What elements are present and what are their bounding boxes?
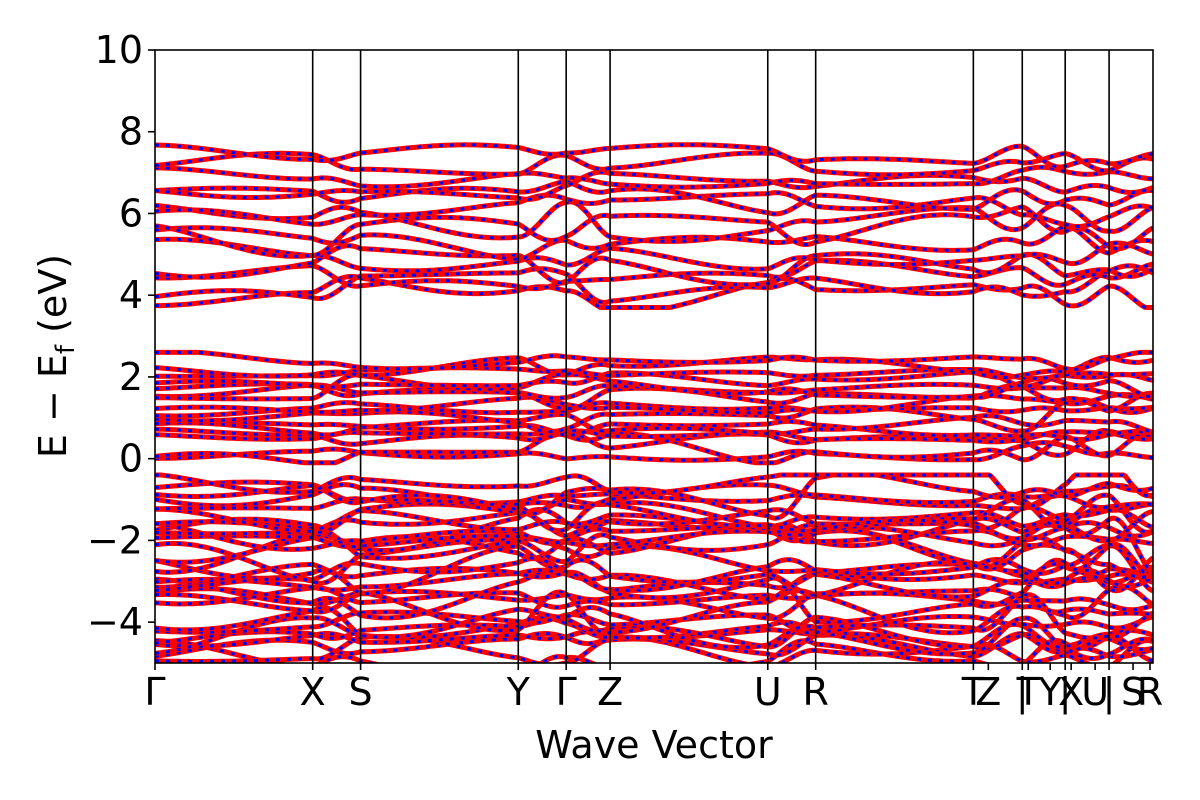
- band-10-blue: [155, 170, 1153, 201]
- band-36-blue: [155, 610, 1153, 635]
- x-tick-label: R: [1137, 670, 1163, 714]
- x-tick-label: Z: [597, 670, 623, 714]
- y-tick-label: −2: [87, 518, 143, 562]
- x-tick-label: Z: [975, 670, 1001, 714]
- band-11-blue: [155, 165, 1153, 189]
- band-44-blue: [155, 543, 1153, 597]
- y-axis-label-main: E − E: [31, 354, 75, 458]
- band-41-blue: [155, 558, 1153, 624]
- band-8-red: [155, 190, 1153, 229]
- band-51-blue: [155, 521, 1153, 551]
- band-48-blue: [155, 523, 1153, 579]
- x-tick-label: S: [1121, 670, 1145, 714]
- band-56-blue: [155, 492, 1153, 511]
- y-tick-label: 2: [119, 355, 143, 399]
- y-tick-label: 6: [119, 191, 143, 235]
- plot-frame: [154, 49, 1154, 664]
- band-53-blue: [155, 508, 1153, 532]
- y-tick-label: 4: [119, 273, 143, 317]
- band-12-blue: [155, 151, 1153, 177]
- x-tick-label: X: [300, 670, 326, 714]
- y-axis-label: E − Ef (eV): [31, 254, 81, 458]
- band-1-blue: [155, 264, 1153, 304]
- band-43-blue: [155, 562, 1153, 592]
- x-tick-label: T: [1016, 670, 1041, 714]
- band-22-blue: [155, 393, 1153, 415]
- x-tick-label: |: [1059, 670, 1072, 715]
- y-tick-label: −4: [87, 600, 143, 644]
- band-18-blue: [155, 419, 1153, 441]
- band-46-blue: [155, 537, 1153, 585]
- x-tick-label: T: [961, 670, 986, 714]
- band-42-blue: [155, 568, 1153, 601]
- x-tick-label: U: [754, 670, 782, 714]
- band-26-blue: [155, 369, 1153, 389]
- band-32-blue: [155, 632, 1153, 663]
- band-0-red: [155, 274, 1153, 310]
- x-tick-label: Y: [1038, 670, 1063, 714]
- band-19-blue: [155, 413, 1153, 437]
- band-59-blue: [155, 473, 1153, 499]
- band-6-red: [155, 204, 1153, 259]
- band-35-blue: [155, 615, 1153, 649]
- band-12-red: [155, 150, 1153, 178]
- x-tick-label: U: [1081, 670, 1109, 714]
- band-14-blue: [155, 441, 1153, 462]
- x-tick-label: X: [1058, 670, 1084, 714]
- x-tick-label: Γ: [144, 670, 165, 714]
- band-27-blue: [155, 366, 1153, 380]
- y-axis-label-subscript: f: [51, 344, 81, 354]
- band-8-blue: [155, 191, 1153, 228]
- y-axis-label-tail: (eV): [31, 254, 75, 345]
- x-tick-label: |: [1016, 670, 1029, 715]
- x-tick-label: R: [802, 670, 828, 714]
- band-45-blue: [155, 544, 1153, 593]
- band-21-blue: [155, 401, 1153, 418]
- y-tick-label: 8: [119, 110, 143, 154]
- band-9-blue: [155, 179, 1153, 216]
- band-3-red: [155, 243, 1153, 288]
- band-2-blue: [155, 258, 1153, 291]
- x-axis-label: Wave Vector: [535, 723, 773, 767]
- band-38-blue: [155, 584, 1153, 635]
- band-lines: [155, 142, 1153, 663]
- high-symmetry-lines: [311, 50, 1110, 663]
- band-4-blue: [155, 237, 1153, 273]
- x-tick-label: Γ: [556, 670, 577, 714]
- band-34-red: [155, 615, 1153, 661]
- x-axis-ticks: Γ X S Y Γ Z U R TZ |TY|XU| SR: [144, 663, 1163, 715]
- x-tick-label: |: [1103, 670, 1116, 715]
- band-13-blue: [155, 143, 1153, 169]
- y-tick-label: 0: [119, 437, 143, 481]
- band-28-blue: [155, 355, 1153, 379]
- band-37-blue: [155, 593, 1153, 650]
- band-29-blue: [155, 350, 1153, 371]
- x-tick-label: Y: [506, 670, 531, 714]
- band-25-blue: [155, 373, 1153, 401]
- band-7-blue: [155, 200, 1153, 243]
- band-5-blue: [155, 224, 1153, 261]
- y-axis-ticks: −4 −2 0 2 4 6 8 10: [87, 28, 155, 644]
- x-tick-label: S: [349, 670, 373, 714]
- band-54-blue: [155, 497, 1153, 537]
- y-tick-label: 10: [95, 28, 143, 72]
